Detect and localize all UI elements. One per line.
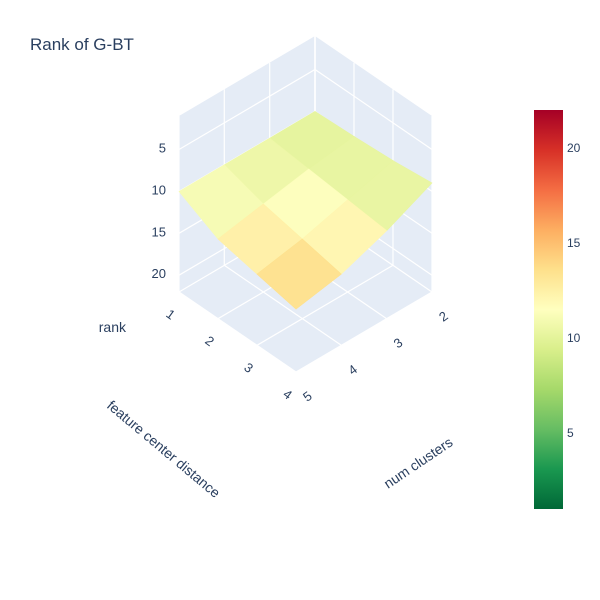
z-tick-label: 10 — [152, 182, 166, 197]
y-tick-label: 5 — [300, 388, 315, 404]
x-tick-label: 3 — [241, 359, 256, 375]
y-tick-label: 3 — [391, 335, 406, 351]
y-gridline — [223, 89, 342, 346]
y-tick-label: 2 — [436, 308, 451, 324]
x-tick-label: 1 — [163, 306, 178, 322]
colorbar-tick-label: 20 — [567, 141, 581, 155]
x-tick-label: 2 — [202, 333, 217, 349]
surface — [178, 111, 433, 310]
colorbar-gradient — [534, 110, 563, 509]
y-gridline — [178, 116, 297, 373]
z-tick-label: 5 — [159, 141, 166, 156]
surface-patch — [256, 238, 342, 310]
colorbar-tick-label: 10 — [567, 331, 581, 345]
colorbar-tick-label: 15 — [567, 236, 581, 250]
y-tick-label: 4 — [345, 361, 360, 377]
x-tick-label: 4 — [280, 386, 295, 402]
y-axis-title: num clusters — [381, 434, 456, 492]
colorbar-tick-label: 5 — [567, 426, 574, 440]
z-axis-title: rank — [99, 319, 127, 335]
colorbar: 5 10 15 20 — [534, 110, 581, 509]
z-tick-label: 20 — [152, 266, 166, 281]
chart-title: Rank of G-BT — [30, 35, 134, 54]
z-tick-label: 15 — [152, 224, 166, 239]
x-axis-title: feature center distance — [104, 397, 224, 501]
